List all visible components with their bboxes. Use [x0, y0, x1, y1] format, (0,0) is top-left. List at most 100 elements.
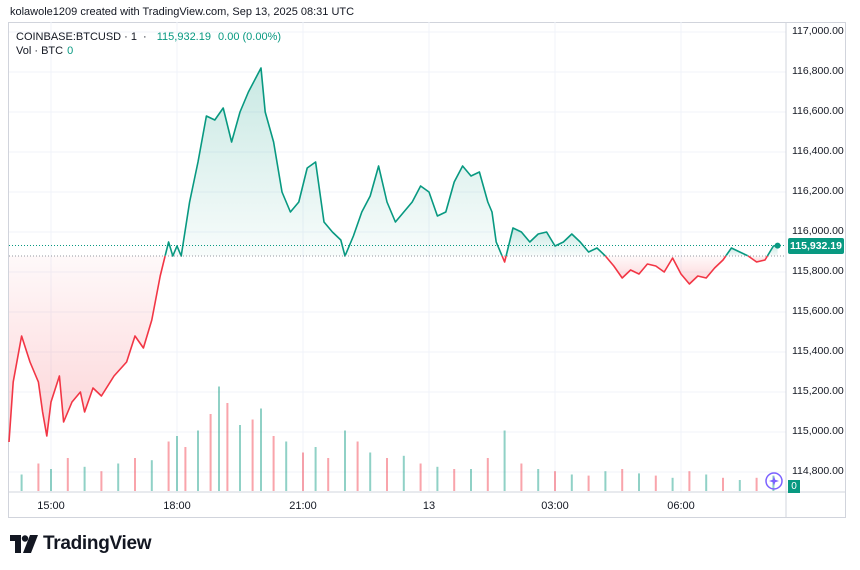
price-line-down [747, 255, 769, 263]
sparkle-chat-icon[interactable] [764, 471, 784, 491]
area-fill-up [165, 68, 503, 256]
y-tick-label: 114,800.00 [792, 465, 844, 477]
volume-bar [167, 441, 170, 491]
volume-bar [486, 458, 489, 491]
volume-bar [369, 452, 372, 491]
volume-bars [20, 386, 775, 491]
volume-bar [621, 469, 624, 491]
symbol-legend[interactable]: COINBASE:BTCUSD · 1 · 115,932.19 0.00 (0.0… [16, 30, 281, 45]
price-line-up [164, 67, 503, 257]
y-tick-label: 115,600.00 [792, 305, 844, 317]
volume-bar [226, 403, 229, 491]
volume-bar [184, 447, 187, 491]
y-tick-label: 115,400.00 [792, 345, 844, 357]
volume-bar [344, 430, 346, 491]
legend-separator: · [143, 31, 147, 43]
y-tick-label: 116,400.00 [792, 145, 844, 157]
volume-bar [66, 458, 69, 491]
tradingview-logo[interactable]: TradingView [10, 533, 152, 555]
area-fill-up [767, 245, 778, 256]
volume-bar [314, 447, 317, 491]
price-line-down [501, 255, 507, 263]
tradingview-logo-icon [10, 535, 38, 553]
volume-bar [356, 441, 359, 491]
interval-label: 1 [130, 31, 137, 43]
legend-price: 115,932.19 [156, 31, 211, 43]
x-tick-label: 18:00 [163, 500, 191, 512]
symbol-name: COINBASE:BTCUSD [16, 31, 122, 43]
volume-bar [117, 463, 120, 491]
volume-bar [470, 469, 472, 491]
volume-bar [503, 430, 506, 491]
volume-bar [100, 471, 103, 491]
volume-bar [587, 475, 590, 491]
legend-separator: · [124, 31, 128, 43]
volume-bar [419, 463, 422, 491]
volume-bar [554, 471, 556, 491]
volume-bar [272, 436, 275, 491]
price-line-up [725, 247, 749, 257]
y-tick-label: 116,800.00 [792, 65, 844, 77]
price-line-down [604, 255, 727, 285]
last-price-dot [774, 242, 781, 249]
volume-bar [176, 436, 178, 491]
volume-bar [134, 458, 136, 491]
area-fills [9, 68, 778, 442]
volume-bar [50, 469, 52, 491]
y-tick-label: 115,800.00 [792, 265, 844, 277]
volume-badge: 0 [788, 480, 800, 493]
volume-label: Vol · BTC [16, 45, 64, 57]
volume-bar [218, 386, 220, 491]
volume-bar [260, 408, 262, 491]
volume-bar [654, 475, 657, 491]
volume-value: 0 [67, 45, 74, 57]
volume-bar [671, 477, 674, 491]
legend-change: 0.00 (0.00%) [218, 31, 282, 43]
y-tick-label: 115,200.00 [792, 385, 844, 397]
volume-bar [251, 419, 254, 491]
volume-bar [638, 473, 640, 491]
x-tick-label: 15:00 [37, 500, 65, 512]
x-tick-label: 21:00 [289, 500, 317, 512]
tradingview-wordmark: TradingView [43, 533, 152, 554]
y-tick-label: 116,000.00 [792, 225, 844, 237]
volume-bar [738, 480, 741, 491]
y-tick-label: 116,600.00 [792, 105, 844, 117]
volume-bar [722, 477, 724, 491]
chart-frame [8, 22, 846, 518]
volume-bar [402, 455, 405, 491]
x-tick-label: 13 [422, 500, 436, 512]
reference-lines [9, 242, 786, 257]
y-tick-label: 115,000.00 [792, 425, 844, 437]
area-fill-up [506, 228, 606, 256]
x-tick-label: 06:00 [667, 500, 695, 512]
volume-bar [453, 469, 456, 491]
area-fill-down [9, 256, 166, 442]
price-line-down [8, 255, 166, 443]
volume-bar [436, 466, 439, 491]
y-tick-label: 116,200.00 [792, 185, 844, 197]
volume-bar [285, 441, 288, 491]
x-tick-label: 03:00 [541, 500, 569, 512]
volume-bar [604, 471, 607, 491]
volume-bar [37, 463, 40, 491]
volume-bar [520, 463, 523, 491]
volume-bar [537, 469, 540, 491]
volume-bar [386, 458, 388, 491]
volume-bar [239, 425, 241, 491]
volume-bar [83, 466, 86, 491]
y-tick-label: 117,000.00 [792, 25, 844, 37]
volume-bar [302, 452, 304, 491]
chart-attribution: kolawole1209 created with TradingView.co… [10, 6, 355, 18]
volume-bar [570, 474, 573, 491]
last-price-badge: 115,932.19 [788, 238, 844, 254]
volume-bar [209, 414, 212, 491]
volume-bar [197, 430, 199, 491]
volume-bar [755, 477, 758, 491]
volume-bar [705, 474, 708, 491]
volume-bar [327, 458, 330, 491]
volume-bar [150, 460, 153, 491]
volume-bar [688, 471, 691, 491]
volume-legend[interactable]: Vol · BTC 0 [16, 45, 73, 57]
